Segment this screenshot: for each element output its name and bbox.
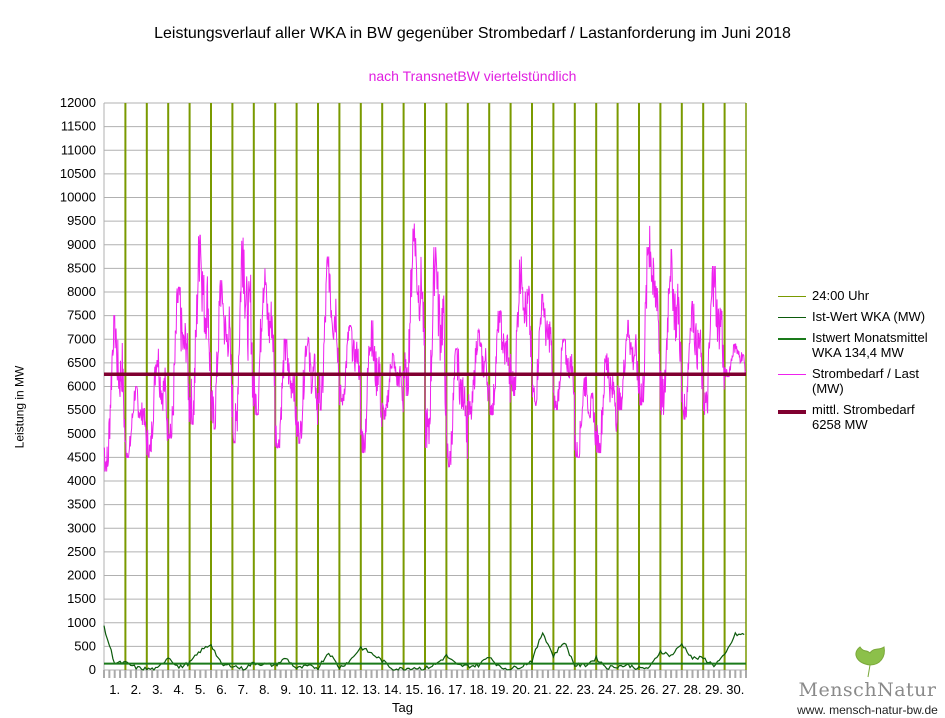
x-tick-label: 18. [469, 682, 487, 697]
x-tick-label: 28. [683, 682, 701, 697]
x-tick-label: 27. [662, 682, 680, 697]
x-tick-label: 26. [641, 682, 659, 697]
x-tick-label: 20. [512, 682, 530, 697]
series-wind-line [103, 625, 745, 671]
legend: 24:00 Uhr Ist-Wert WKA (MW) Istwert Monats… [778, 288, 928, 438]
x-tick-label: 29. [705, 682, 723, 697]
x-tick-label: 19. [491, 682, 509, 697]
legend-swatch [778, 296, 806, 297]
x-axis-label: Tag [392, 700, 413, 715]
legend-label: Strombedarf / Last (MW) [812, 366, 919, 396]
legend-label: Istwert Monatsmittel WKA 134,4 MW [812, 330, 928, 360]
y-tick-label: 11000 [61, 142, 96, 157]
ginkgo-leaf-icon [854, 646, 885, 678]
x-tick-label: 5. [195, 682, 206, 697]
logo-url: www. mensch-natur-bw.de [797, 703, 938, 717]
x-tick-label: 23. [576, 682, 594, 697]
x-tick-label: 3. [152, 682, 163, 697]
y-tick-label: 12000 [60, 95, 96, 110]
legend-item: Istwert Monatsmittel WKA 134,4 MW [778, 330, 928, 360]
legend-item: Ist-Wert WKA (MW) [778, 309, 928, 324]
legend-item: mittl. Strombedarf 6258 MW [778, 402, 928, 432]
series-load-line [103, 223, 747, 472]
y-tick-label: 9500 [67, 213, 96, 228]
legend-swatch [778, 338, 806, 340]
x-tick-label: 1. [109, 682, 120, 697]
legend-label: mittl. Strombedarf 6258 MW [812, 402, 915, 432]
y-tick-label: 7000 [67, 331, 96, 346]
x-tick-label: 11. [320, 682, 337, 697]
x-tick-label: 25. [619, 682, 637, 697]
legend-item: Strombedarf / Last (MW) [778, 366, 928, 396]
y-tick-label: 2000 [67, 568, 96, 583]
logo: MenschNatur www. mensch-natur-bw.de [790, 645, 945, 717]
y-tick-label: 6000 [67, 379, 96, 394]
x-tick-label: 7. [238, 682, 249, 697]
y-tick-label: 7500 [67, 308, 96, 323]
y-tick-label: 500 [74, 638, 96, 653]
x-tick-label: 21. [534, 682, 552, 697]
x-tick-label: 30. [726, 682, 744, 697]
legend-label: 24:00 Uhr [812, 288, 870, 303]
x-tick-label: 8. [259, 682, 270, 697]
chart-subtitle: nach TransnetBW viertelstündlich [368, 68, 577, 84]
x-tick-label: 10. [298, 682, 316, 697]
x-tick-label: 15. [405, 682, 423, 697]
y-tick-label: 1500 [67, 591, 96, 606]
y-tick-label: 6500 [67, 355, 96, 370]
y-tick-label: 3000 [67, 520, 96, 535]
legend-swatch [778, 374, 806, 375]
y-tick-label: 4000 [67, 473, 96, 488]
y-tick-label: 1000 [67, 615, 96, 630]
y-tick-label: 10500 [60, 166, 96, 181]
y-tick-label: 11500 [61, 119, 96, 134]
y-tick-label: 0 [89, 662, 96, 677]
x-tick-label: 4. [173, 682, 184, 697]
y-tick-label: 10000 [60, 190, 96, 205]
y-tick-label: 8500 [67, 260, 96, 275]
y-tick-label: 4500 [67, 449, 96, 464]
x-tick-label: 16. [427, 682, 445, 697]
x-tick-label: 2. [131, 682, 142, 697]
y-tick-label: 2500 [67, 544, 96, 559]
legend-swatch [778, 317, 806, 318]
y-tick-label: 5000 [67, 426, 96, 441]
logo-name: MenschNatur [798, 679, 937, 701]
y-tick-label: 3500 [67, 497, 96, 512]
x-tick-label: 17. [448, 682, 466, 697]
x-tick-label: 12. [341, 682, 359, 697]
legend-label: Ist-Wert WKA (MW) [812, 309, 926, 324]
y-axis-label: Leistung in MW [12, 365, 27, 449]
x-tick-label: 24. [598, 682, 616, 697]
legend-swatch [778, 410, 806, 414]
chart-title: Leistungsverlauf aller WKA in BW gegenüb… [154, 25, 791, 42]
y-tick-label: 5500 [67, 402, 96, 417]
x-tick-label: 6. [216, 682, 227, 697]
x-tick-label: 9. [280, 682, 291, 697]
y-tick-label: 8000 [67, 284, 96, 299]
x-tick-label: 13. [362, 682, 380, 697]
y-tick-label: 9000 [67, 237, 96, 252]
legend-item: 24:00 Uhr [778, 288, 928, 303]
x-tick-label: 22. [555, 682, 573, 697]
x-tick-label: 14. [384, 682, 402, 697]
